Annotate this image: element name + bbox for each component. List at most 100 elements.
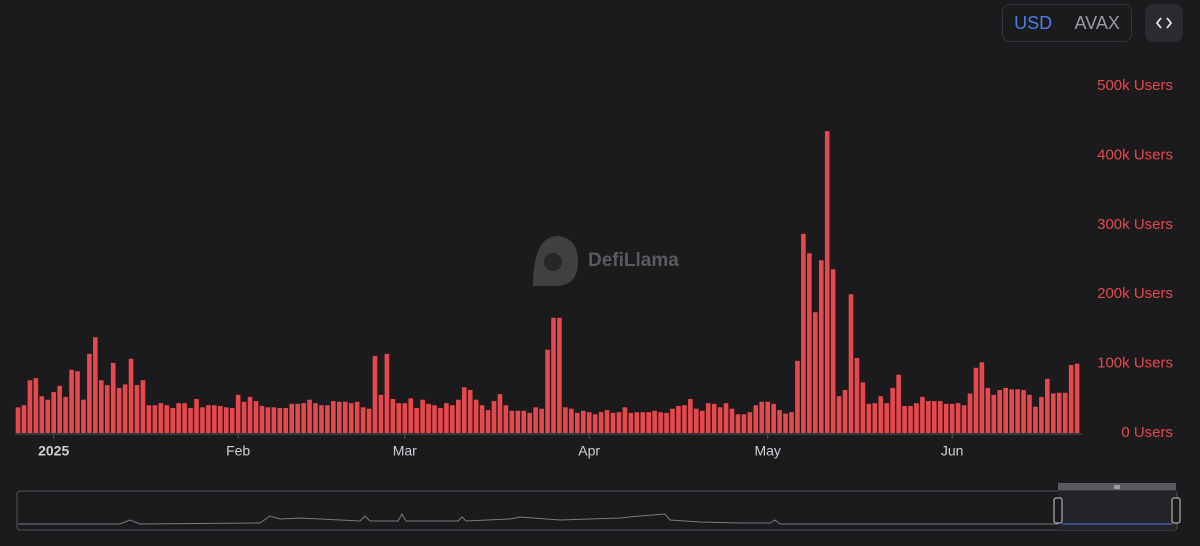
bar — [146, 405, 152, 433]
bar — [848, 294, 854, 433]
bar — [182, 403, 187, 433]
bar — [961, 405, 967, 433]
bar — [188, 408, 193, 433]
bar — [354, 401, 360, 433]
bar — [485, 410, 491, 433]
bar — [212, 405, 217, 433]
bar — [337, 401, 342, 433]
bar — [753, 405, 759, 433]
x-tick-label: Mar — [393, 443, 417, 459]
bar — [75, 371, 80, 433]
bar — [432, 405, 437, 433]
bar — [378, 394, 384, 433]
bar — [128, 358, 134, 433]
bar — [818, 260, 824, 433]
bar — [920, 396, 925, 433]
navigator — [16, 483, 1181, 531]
bar — [979, 362, 985, 433]
bar — [426, 403, 431, 433]
bar — [1027, 394, 1032, 433]
bar — [116, 387, 122, 433]
bar — [33, 378, 39, 433]
bar — [235, 394, 241, 433]
bar — [503, 405, 509, 433]
bar — [926, 401, 931, 433]
bar — [664, 412, 669, 433]
bar — [902, 405, 907, 433]
watermark: DefiLlama — [588, 250, 679, 271]
bar — [711, 403, 717, 433]
bar — [390, 398, 396, 433]
bar — [473, 399, 479, 433]
bar — [1039, 396, 1044, 433]
bar — [521, 410, 527, 433]
bar — [860, 382, 866, 433]
bar — [735, 414, 741, 433]
y-tick-label: 300k Users — [1097, 216, 1173, 233]
bar — [634, 412, 640, 433]
bar — [705, 403, 711, 433]
bar — [307, 399, 312, 433]
bar — [699, 410, 705, 433]
bar — [741, 414, 747, 433]
bar — [63, 396, 68, 433]
bar — [694, 408, 699, 433]
bar — [1074, 363, 1080, 433]
embed-button[interactable] — [1145, 4, 1183, 42]
bar — [1056, 392, 1062, 433]
bar — [277, 408, 283, 433]
bar — [289, 403, 294, 433]
bar — [229, 408, 235, 433]
bar — [896, 374, 901, 433]
currency-option[interactable]: AVAX — [1074, 12, 1120, 33]
embed-icon — [1155, 17, 1173, 29]
bar — [616, 412, 622, 433]
bar — [1021, 389, 1026, 433]
bar — [51, 392, 56, 433]
bar — [170, 408, 175, 433]
bar — [658, 412, 663, 433]
bar — [1003, 387, 1008, 433]
bar — [985, 387, 991, 433]
bar — [467, 389, 473, 433]
bar — [223, 407, 229, 433]
bar — [836, 396, 842, 433]
bar — [396, 403, 402, 433]
bar — [176, 403, 181, 433]
bar — [628, 412, 634, 433]
bar — [99, 380, 104, 433]
bar — [765, 401, 770, 433]
bar — [479, 405, 485, 433]
y-tick-label: 100k Users — [1097, 355, 1173, 372]
bar — [408, 398, 413, 433]
bar — [283, 408, 289, 433]
bar — [729, 408, 735, 433]
bar — [610, 412, 616, 433]
bar — [1051, 393, 1056, 433]
x-tick-label: Feb — [226, 443, 250, 459]
currency-toggle: USD AVAX — [1002, 4, 1132, 42]
y-tick-label: 0 Users — [1121, 424, 1173, 441]
bar — [104, 385, 110, 433]
bar — [991, 394, 997, 433]
bar — [1068, 364, 1074, 433]
bar — [342, 401, 348, 433]
bar — [27, 380, 33, 433]
bar — [646, 412, 651, 433]
bar — [152, 405, 158, 433]
bar — [444, 403, 449, 433]
bar — [325, 405, 330, 433]
bar — [973, 367, 979, 433]
bar — [884, 403, 889, 433]
bar — [997, 389, 1003, 433]
bar — [348, 403, 354, 433]
bar — [122, 384, 128, 433]
bar — [140, 380, 146, 433]
bar — [854, 358, 860, 433]
currency-option[interactable]: USD — [1014, 12, 1053, 33]
bar — [218, 405, 223, 433]
bar — [824, 131, 830, 434]
bar — [872, 403, 878, 433]
bar — [747, 412, 753, 433]
